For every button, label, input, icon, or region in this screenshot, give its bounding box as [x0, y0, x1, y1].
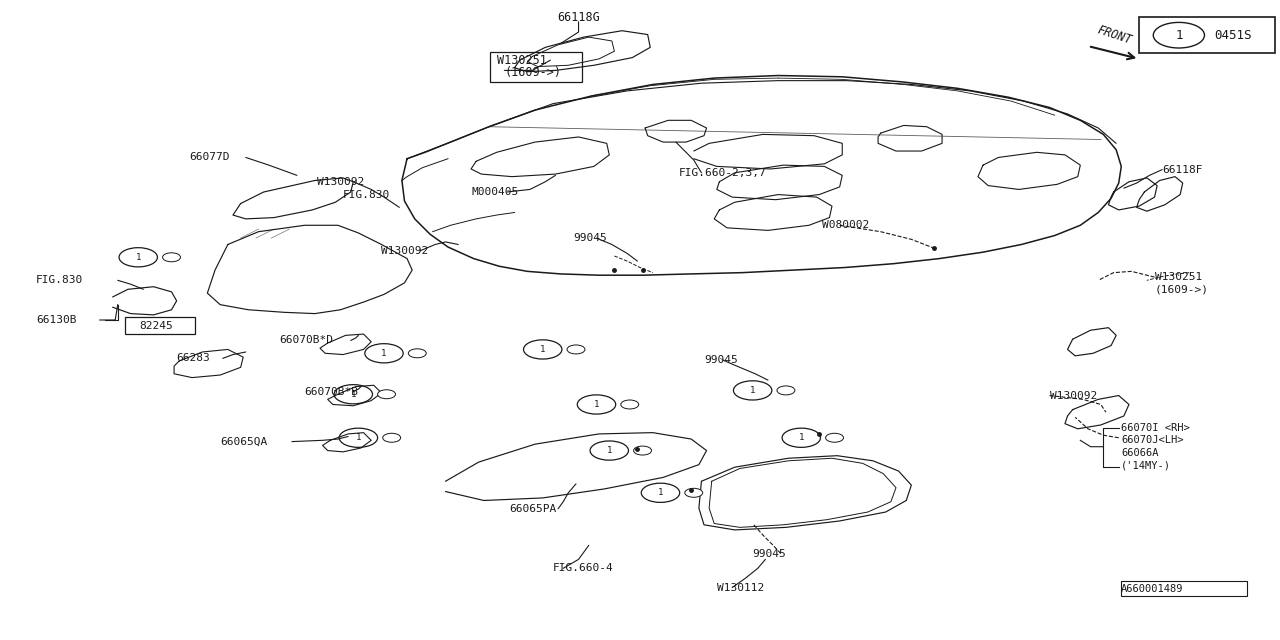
Text: W130092: W130092	[381, 246, 429, 256]
Text: (1609->): (1609->)	[1155, 284, 1208, 294]
Circle shape	[163, 253, 180, 262]
Text: 66070J<LH>: 66070J<LH>	[1121, 435, 1184, 445]
Circle shape	[378, 390, 396, 399]
Text: M000405: M000405	[471, 187, 518, 197]
Bar	[1139, 17, 1275, 53]
Text: 1: 1	[607, 446, 612, 455]
Text: FIG.660-4: FIG.660-4	[553, 563, 613, 573]
Text: FIG.830: FIG.830	[36, 275, 83, 285]
Text: 99045: 99045	[704, 355, 737, 365]
Circle shape	[826, 433, 844, 442]
Text: 66118G: 66118G	[557, 12, 600, 24]
Text: 1: 1	[750, 386, 755, 395]
Text: 66065PA: 66065PA	[509, 504, 557, 514]
Text: 82245: 82245	[140, 321, 173, 332]
Text: W130092: W130092	[1050, 390, 1097, 401]
Text: W080002: W080002	[822, 220, 869, 230]
Text: 66070B*B: 66070B*B	[305, 387, 358, 397]
Text: 66070I <RH>: 66070I <RH>	[1121, 422, 1190, 433]
Text: W130251: W130251	[497, 54, 547, 67]
Text: 1: 1	[356, 433, 361, 442]
Text: 1: 1	[136, 253, 141, 262]
Circle shape	[685, 488, 703, 497]
Text: A660001489: A660001489	[1121, 584, 1184, 594]
Text: 66283: 66283	[177, 353, 210, 364]
Circle shape	[567, 345, 585, 354]
Circle shape	[777, 386, 795, 395]
Text: 66077D: 66077D	[189, 152, 230, 163]
Text: 1: 1	[594, 400, 599, 409]
Text: FIG.660-2,3,7: FIG.660-2,3,7	[678, 168, 767, 178]
Text: 0451S: 0451S	[1213, 29, 1252, 42]
Circle shape	[634, 446, 652, 455]
Bar	[1121, 581, 1247, 596]
Text: 66066A: 66066A	[1121, 448, 1158, 458]
Text: 66130B: 66130B	[36, 315, 77, 325]
Text: ('14MY-): ('14MY-)	[1121, 461, 1171, 471]
Text: (1609->): (1609->)	[504, 67, 562, 79]
Text: 1: 1	[351, 390, 356, 399]
Bar	[125, 317, 195, 334]
Text: 1: 1	[658, 488, 663, 497]
Circle shape	[408, 349, 426, 358]
Text: 1: 1	[381, 349, 387, 358]
Text: 1: 1	[799, 433, 804, 442]
Bar	[490, 52, 582, 82]
Text: 66070B*D: 66070B*D	[279, 335, 333, 346]
Text: W130092: W130092	[317, 177, 365, 187]
Text: FRONT: FRONT	[1096, 23, 1134, 47]
Circle shape	[383, 433, 401, 442]
Text: 99045: 99045	[573, 233, 607, 243]
Text: W130251: W130251	[1155, 272, 1202, 282]
Text: 1: 1	[540, 345, 545, 354]
Text: 99045: 99045	[753, 548, 786, 559]
Text: W130112: W130112	[717, 582, 764, 593]
Text: 1: 1	[1175, 29, 1183, 42]
Text: FIG.830: FIG.830	[343, 189, 390, 200]
Text: 66065QA: 66065QA	[220, 436, 268, 447]
Circle shape	[621, 400, 639, 409]
Text: 66118F: 66118F	[1162, 164, 1203, 175]
